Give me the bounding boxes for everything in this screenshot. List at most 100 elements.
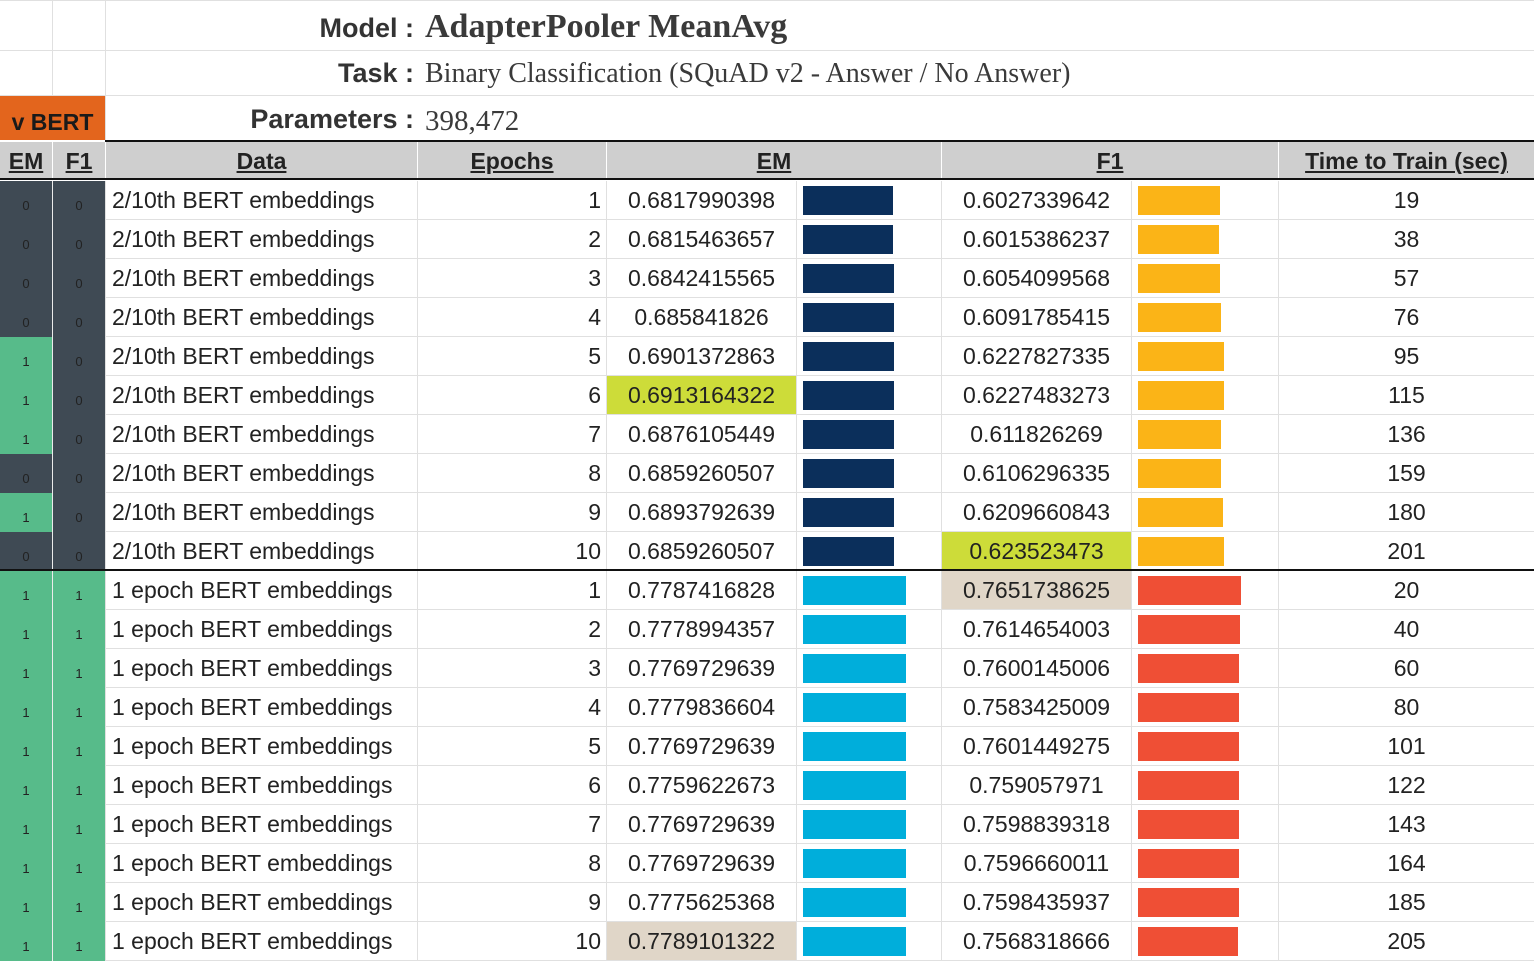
f1-flag-cell[interactable]: 0 [53, 493, 105, 532]
f1-value-cell[interactable]: 0.7568318666 [962, 928, 1111, 954]
time-cell[interactable]: 143 [1387, 811, 1426, 837]
data-cell[interactable]: 2/10th BERT embeddings [112, 460, 375, 486]
time-cell[interactable]: 38 [1393, 226, 1420, 252]
em-value-cell[interactable]: 0.6859260507 [627, 538, 776, 564]
f1-flag-cell[interactable]: 0 [53, 298, 105, 337]
em-flag-cell[interactable]: 1 [0, 610, 52, 649]
epochs-cell[interactable]: 7 [588, 811, 601, 837]
em-flag-cell[interactable]: 1 [0, 688, 52, 727]
epochs-cell[interactable]: 4 [588, 694, 601, 720]
f1-flag-cell[interactable]: 1 [53, 922, 105, 961]
em-flag-cell[interactable]: 1 [0, 649, 52, 688]
f1-flag-cell[interactable]: 1 [53, 883, 105, 922]
f1-value-cell[interactable]: 0.7601449275 [962, 733, 1111, 759]
epochs-cell[interactable]: 8 [588, 850, 601, 876]
f1-flag-cell[interactable]: 1 [53, 688, 105, 727]
f1-value-cell[interactable]: 0.6227827335 [962, 343, 1111, 369]
em-value-cell[interactable]: 0.7769729639 [627, 733, 776, 759]
time-cell[interactable]: 164 [1387, 850, 1426, 876]
f1-flag-cell[interactable]: 0 [53, 337, 105, 376]
em-flag-cell[interactable]: 1 [0, 571, 52, 610]
em-flag-cell[interactable]: 1 [0, 415, 52, 454]
epochs-cell[interactable]: 3 [588, 655, 601, 681]
em-flag-cell[interactable]: 0 [0, 298, 52, 337]
data-cell[interactable]: 2/10th BERT embeddings [112, 382, 375, 408]
f1-value-cell[interactable]: 0.6091785415 [962, 304, 1111, 330]
f1-flag-cell[interactable]: 0 [53, 532, 105, 571]
em-value-cell[interactable]: 0.7789101322 [607, 922, 796, 961]
em-flag-cell[interactable]: 1 [0, 337, 52, 376]
f1-value-cell[interactable]: 0.7598435937 [962, 889, 1111, 915]
em-value-cell[interactable]: 0.7779836604 [627, 694, 776, 720]
f1-value-cell[interactable]: 0.6227483273 [962, 382, 1111, 408]
data-cell[interactable]: 2/10th BERT embeddings [112, 538, 375, 564]
em-value-cell[interactable]: 0.6876105449 [627, 421, 776, 447]
f1-value-cell[interactable]: 0.611826269 [970, 421, 1103, 447]
data-cell[interactable]: 1 epoch BERT embeddings [112, 850, 393, 876]
f1-flag-cell[interactable]: 1 [53, 610, 105, 649]
time-cell[interactable]: 20 [1393, 577, 1420, 603]
time-cell[interactable]: 159 [1387, 460, 1426, 486]
f1-flag-cell[interactable]: 0 [53, 376, 105, 415]
data-cell[interactable]: 1 epoch BERT embeddings [112, 577, 393, 603]
data-cell[interactable]: 1 epoch BERT embeddings [112, 928, 393, 954]
time-cell[interactable]: 115 [1388, 382, 1425, 408]
data-cell[interactable]: 2/10th BERT embeddings [112, 226, 375, 252]
time-cell[interactable]: 122 [1387, 772, 1426, 798]
epochs-cell[interactable]: 8 [588, 460, 601, 486]
f1-flag-cell[interactable]: 1 [53, 766, 105, 805]
time-cell[interactable]: 40 [1393, 616, 1420, 642]
f1-value-cell[interactable]: 0.7598839318 [962, 811, 1111, 837]
time-cell[interactable]: 57 [1393, 265, 1420, 291]
data-cell[interactable]: 2/10th BERT embeddings [112, 421, 375, 447]
data-cell[interactable]: 1 epoch BERT embeddings [112, 733, 393, 759]
f1-flag-cell[interactable]: 0 [53, 454, 105, 493]
f1-flag-cell[interactable]: 0 [53, 259, 105, 298]
em-flag-cell[interactable]: 0 [0, 181, 52, 220]
em-value-cell[interactable]: 0.7775625368 [627, 889, 776, 915]
data-cell[interactable]: 1 epoch BERT embeddings [112, 811, 393, 837]
time-cell[interactable]: 19 [1393, 187, 1420, 213]
col-epochs[interactable]: Epochs [418, 142, 606, 180]
epochs-cell[interactable]: 1 [588, 187, 601, 213]
f1-flag-cell[interactable]: 1 [53, 844, 105, 883]
data-cell[interactable]: 1 epoch BERT embeddings [112, 655, 393, 681]
epochs-cell[interactable]: 9 [588, 499, 601, 525]
em-value-cell[interactable]: 0.685841826 [634, 304, 769, 330]
epochs-cell[interactable]: 1 [588, 577, 601, 603]
f1-value-cell[interactable]: 0.6054099568 [962, 265, 1111, 291]
em-flag-cell[interactable]: 1 [0, 922, 52, 961]
em-flag-cell[interactable]: 1 [0, 727, 52, 766]
time-cell[interactable]: 136 [1387, 421, 1426, 447]
data-cell[interactable]: 1 epoch BERT embeddings [112, 889, 393, 915]
em-value-cell[interactable]: 0.6893792639 [627, 499, 776, 525]
f1-value-cell[interactable]: 0.6106296335 [962, 460, 1111, 486]
epochs-cell[interactable]: 6 [588, 772, 601, 798]
f1-value-cell[interactable]: 0.7600145006 [962, 655, 1111, 681]
em-flag-cell[interactable]: 0 [0, 532, 52, 571]
epochs-cell[interactable]: 6 [588, 382, 601, 408]
em-value-cell[interactable]: 0.6901372863 [627, 343, 776, 369]
time-cell[interactable]: 201 [1387, 538, 1426, 564]
f1-flag-cell[interactable]: 0 [53, 415, 105, 454]
col-em-flag[interactable]: EM [0, 142, 52, 180]
em-flag-cell[interactable]: 1 [0, 805, 52, 844]
col-time[interactable]: Time to Train (sec) [1279, 142, 1534, 180]
em-flag-cell[interactable]: 1 [0, 766, 52, 805]
data-cell[interactable]: 2/10th BERT embeddings [112, 265, 375, 291]
em-value-cell[interactable]: 0.6842415565 [627, 265, 776, 291]
f1-value-cell[interactable]: 0.7596660011 [963, 850, 1110, 876]
epochs-cell[interactable]: 2 [588, 616, 601, 642]
epochs-cell[interactable]: 3 [588, 265, 601, 291]
time-cell[interactable]: 205 [1387, 928, 1426, 954]
f1-flag-cell[interactable]: 1 [53, 727, 105, 766]
data-cell[interactable]: 1 epoch BERT embeddings [112, 616, 393, 642]
f1-value-cell[interactable]: 0.6209660843 [962, 499, 1111, 525]
time-cell[interactable]: 95 [1393, 343, 1420, 369]
f1-flag-cell[interactable]: 1 [53, 571, 105, 610]
em-flag-cell[interactable]: 0 [0, 259, 52, 298]
em-flag-cell[interactable]: 1 [0, 493, 52, 532]
f1-value-cell[interactable]: 0.7614654003 [962, 616, 1111, 642]
f1-value-cell[interactable]: 0.623523473 [942, 532, 1131, 571]
f1-flag-cell[interactable]: 0 [53, 220, 105, 259]
